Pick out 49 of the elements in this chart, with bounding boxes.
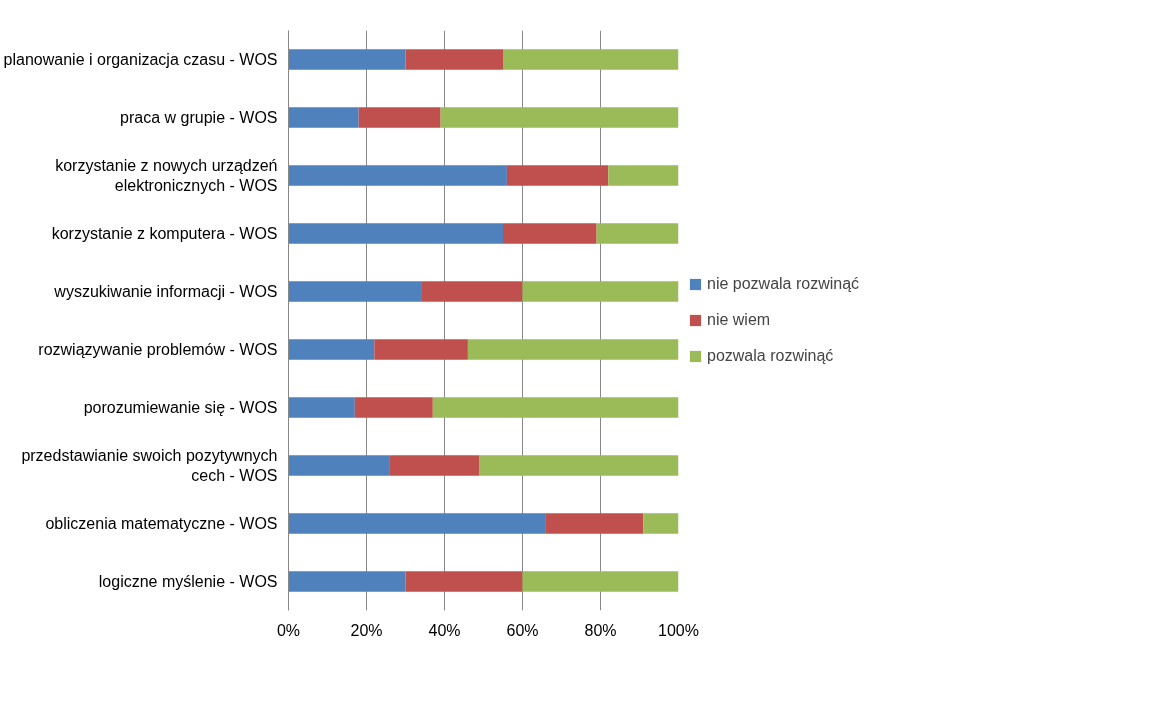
bar [288,513,546,534]
y-tick-label: przedstawianie swoich pozytywnych cech - WOS [21,446,278,485]
y-tick-label: rozwiązywanie problemów - WOS [38,341,278,358]
y-tick-label: logiczne myślenie - WOS [98,573,278,590]
bar [288,339,375,360]
legend-label: pozwala rozwinąć [707,347,834,365]
y-tick-label: korzystanie z nowych urządzeń elektronicznych - WOS [55,156,278,195]
bar [479,455,679,476]
bar [405,49,503,70]
y-tick-label: planowanie i organizacja czasu - WOS [3,51,278,68]
x-tick-label: 40% [428,621,461,639]
y-tick-label: porozumiewanie się - WOS [83,399,278,416]
bar [440,107,679,128]
x-tick-label: 0% [276,621,301,639]
y-tick-label: praca w grupie - WOS [120,109,278,126]
legend-label: nie wiem [707,311,771,329]
bar [522,281,679,302]
bar [374,339,468,360]
bar [545,513,644,534]
bar [467,339,679,360]
bar [421,281,523,302]
x-tick-label: 20% [350,621,383,639]
bar [288,397,355,418]
bar [354,397,433,418]
x-tick-label: 80% [584,621,617,639]
y-tick-label: korzystanie z komputera - WOS [51,225,278,242]
bar [288,223,503,244]
bar [503,49,679,70]
bar [405,571,523,592]
x-tick-label: 100% [658,621,699,639]
bar [358,107,441,128]
legend-label: nie pozwala rozwinąć [707,275,860,293]
bar [288,455,390,476]
bar [288,281,422,302]
x-tick-label: 60% [506,621,539,639]
bar [288,49,406,70]
bar [389,455,480,476]
bar [288,571,406,592]
y-tick-label: wyszukiwanie informacji - WOS [53,283,278,300]
bar [608,165,679,186]
bar [288,107,359,128]
bar [432,397,679,418]
bar [596,223,679,244]
y-tick-label: obliczenia matematyczne - WOS [45,515,278,532]
bar [506,165,609,186]
bar [288,165,507,186]
bar [643,513,679,534]
bar [503,223,597,244]
bar [522,571,679,592]
